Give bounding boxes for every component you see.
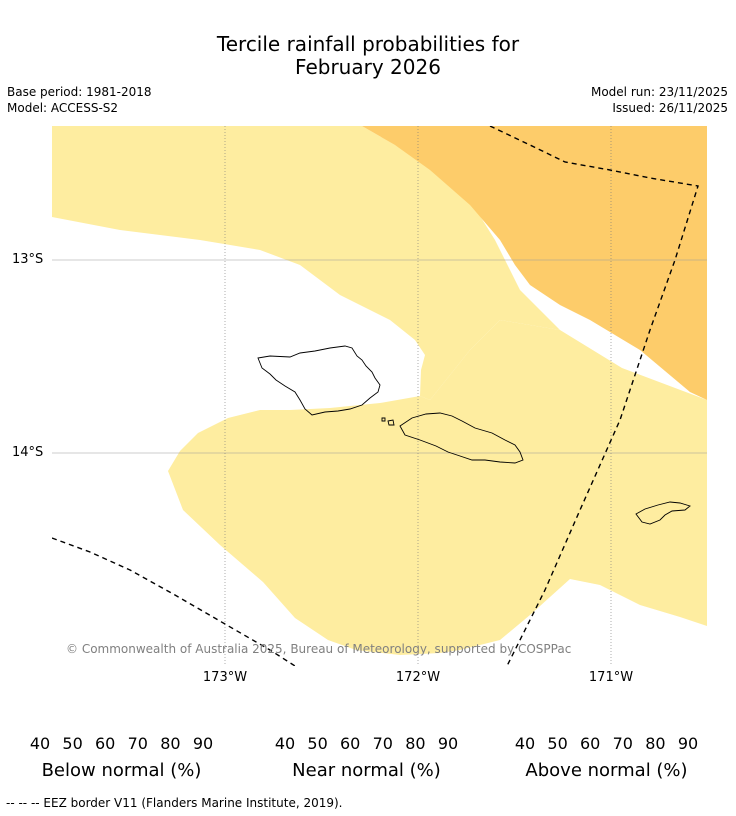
colorbar-above-normal-tick: 70 [612,734,633,753]
upolu-island [399,412,524,464]
map-title-line1: Tercile rainfall probabilities for [216,32,520,56]
below-normal-50-60-region [362,126,707,400]
copyright-text: © Commonwealth of Australia 2025, Bureau… [66,642,572,656]
colorbar-near-normal-title: Near normal (%) [292,760,441,781]
model-text: Model: ACCESS-S2 [7,101,119,115]
map-title-line2: February 2026 [295,55,441,79]
apolima-island [381,417,386,422]
colorbar-near-normal-tick: 70 [372,734,393,753]
colorbar-above-normal-tick: 40 [514,734,536,753]
tutuila-island [635,501,691,525]
colorbar-above-normal-title: Above normal (%) [525,760,688,781]
colorbar-below-normal-tick: 40 [29,734,51,753]
colorbar-below-normal-tick: 90 [192,734,214,753]
colorbar-above-normal-tick: 80 [645,734,666,753]
colorbar-near-normal-tick: 90 [437,734,459,753]
manono-island [387,419,395,426]
colorbar-above-normal-tick: 50 [547,734,568,753]
savaii-island [257,345,381,416]
base-period-text: Base period: 1981-2018 [7,85,152,99]
eez-legend-text: -- -- -- EEZ border V11 (Flanders Marine… [6,796,343,810]
colorbar-above-normal-tick: 90 [677,734,699,753]
colorbar-below-normal-title: Below normal (%) [41,760,202,781]
colorbar-above-normal-tick: 60 [580,734,601,753]
lat-label-14s: 14°S [12,445,44,460]
lat-label-13s: 13°S [12,252,44,267]
eez-border [52,126,699,666]
lon-label-171w: 171°W [588,670,634,685]
colorbar-below-normal-tick: 50 [62,734,83,753]
colorbar-below-normal-tick: 60 [95,734,116,753]
colorbar-near-normal-tick: 50 [307,734,328,753]
rainfall-map [52,126,707,666]
colorbar-near-normal-tick: 40 [274,734,296,753]
colorbar-below-normal-tick: 70 [127,734,148,753]
lon-label-172w: 172°W [395,670,441,685]
below-normal-40-50-region-south [168,320,707,655]
colorbar-below-normal-tick: 80 [160,734,181,753]
lon-label-173w: 173°W [202,670,248,685]
gridlines [52,126,707,666]
issued-text: Issued: 26/11/2025 [612,101,728,115]
colorbar-near-normal-tick: 80 [405,734,426,753]
colorbar-near-normal-tick: 60 [340,734,361,753]
below-normal-40-50-region-north [52,126,707,400]
model-run-text: Model run: 23/11/2025 [590,85,728,99]
